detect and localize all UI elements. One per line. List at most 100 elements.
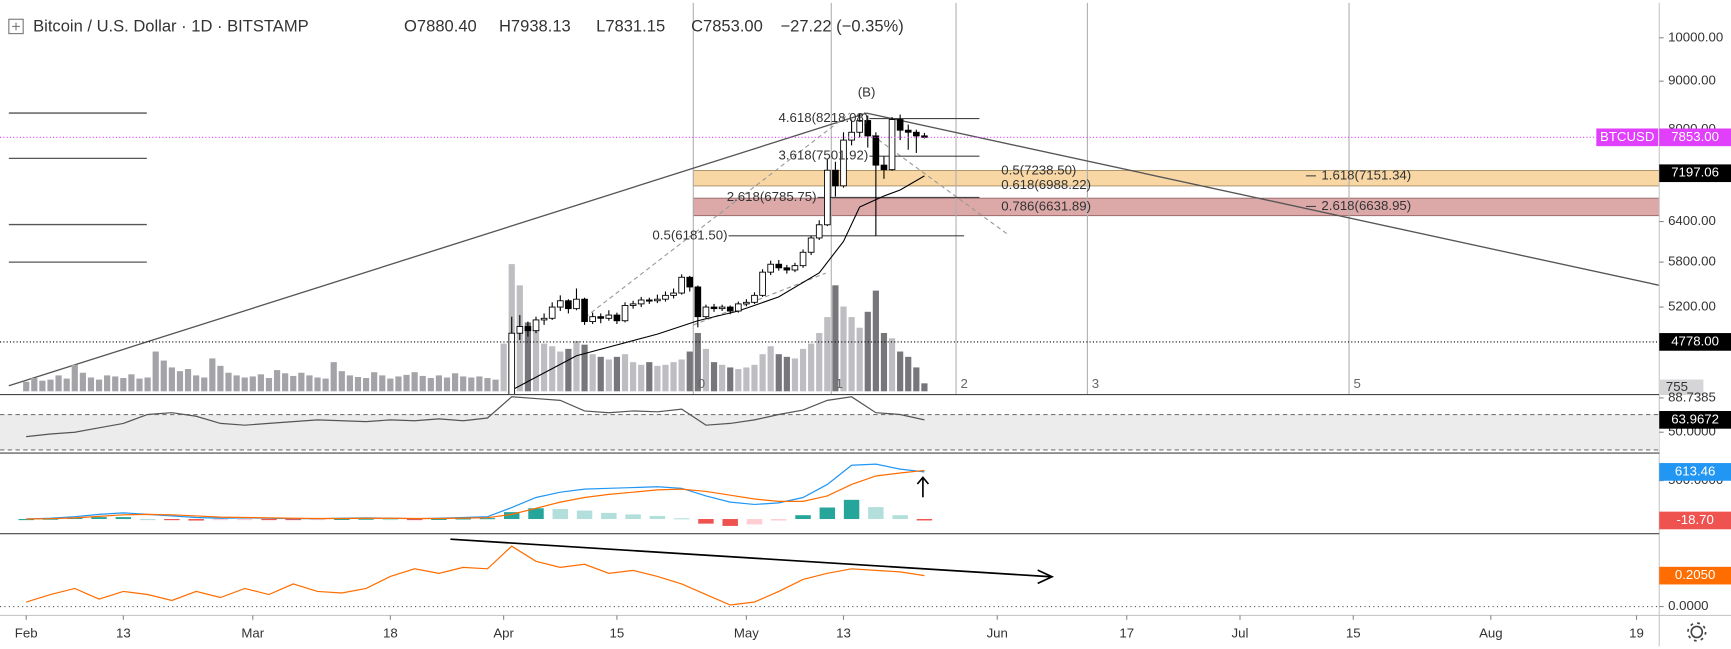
histogram-bar xyxy=(746,519,763,525)
volume-tick-label: 755 xyxy=(1666,379,1688,394)
y-tick-label: 10000.00 xyxy=(1668,29,1723,44)
volume-bar xyxy=(630,362,637,392)
candle-body xyxy=(799,251,807,267)
fib-label: 0.618(6988.22) xyxy=(1001,177,1091,192)
candle-body xyxy=(556,300,564,308)
candle-body xyxy=(589,316,596,323)
volume-bar xyxy=(613,356,621,392)
candle-body xyxy=(775,263,783,269)
candle-body xyxy=(726,306,734,312)
volume-bar xyxy=(201,377,208,392)
candle-body xyxy=(613,314,621,322)
volume-bar xyxy=(39,380,46,392)
histogram-bar xyxy=(334,518,350,520)
last-value-label xyxy=(1659,411,1731,429)
volume-bar xyxy=(346,375,353,392)
volume-bar xyxy=(872,290,879,392)
volume-bar xyxy=(702,348,710,392)
volume-bar xyxy=(638,364,645,392)
volume-label-box xyxy=(1659,379,1704,396)
volume-bar xyxy=(888,338,896,392)
volume-bar xyxy=(476,376,483,392)
candle-body xyxy=(904,129,912,133)
trend-lines xyxy=(8,112,1660,387)
volume-bar xyxy=(816,333,823,392)
volume-bar xyxy=(573,340,580,392)
candle-body xyxy=(670,292,677,296)
histogram-bar xyxy=(236,519,253,521)
volume-bar xyxy=(824,317,831,392)
indicator-line xyxy=(25,545,925,606)
volume-bar xyxy=(743,367,750,392)
volume-bar xyxy=(646,362,653,392)
fib-label: 3.618(7501.92) xyxy=(779,148,869,163)
x-tick-label: 17 xyxy=(1119,626,1134,641)
settings-icon[interactable] xyxy=(1687,622,1707,642)
volume-bar xyxy=(257,374,264,392)
last-value-label xyxy=(1659,566,1731,585)
candle-body xyxy=(532,319,540,332)
volume-bar xyxy=(662,364,669,392)
fib-label: 4.618(8218.08) xyxy=(779,110,869,125)
volume-bar xyxy=(557,351,564,392)
macd-label-text: 613.46 xyxy=(1675,463,1715,478)
volume-bar xyxy=(168,367,175,392)
volume-bar xyxy=(282,373,289,392)
fib-label: 2.618(6785.75) xyxy=(727,189,817,204)
x-tick-label: Mar xyxy=(241,626,264,641)
x-tick-label: Jul xyxy=(1232,626,1249,641)
x-tick-label: 15 xyxy=(1346,626,1361,641)
fib-label: 2.618(6638.95) xyxy=(1321,198,1411,213)
collapse-icon[interactable] xyxy=(8,18,24,35)
histogram-bar xyxy=(188,519,204,521)
candle-body xyxy=(864,120,872,137)
volume-bar xyxy=(31,378,38,392)
candle-body xyxy=(710,306,718,310)
volume-bar xyxy=(273,370,281,392)
volume-bar xyxy=(864,311,871,392)
volume-bar xyxy=(759,354,766,392)
histogram-bar xyxy=(382,519,399,521)
volume-bar xyxy=(524,322,532,392)
candle-body xyxy=(621,305,629,322)
time-fib-label: 3 xyxy=(1092,376,1099,391)
settings-icon[interactable] xyxy=(1690,625,1704,639)
volume-bar xyxy=(152,351,159,392)
candle-body xyxy=(597,316,605,319)
y-tick-label: 0.0000 xyxy=(1668,598,1708,613)
volume-bar xyxy=(848,317,855,392)
histogram-bar xyxy=(479,518,496,520)
candle-body xyxy=(767,263,774,273)
time-fib-lines xyxy=(692,2,1350,395)
volume-bar xyxy=(290,375,297,392)
ohlc-high: H7938.13 xyxy=(499,16,571,35)
histogram-label xyxy=(1659,511,1731,530)
candle-body xyxy=(824,169,831,226)
histogram-bar xyxy=(164,519,180,521)
volume-bar xyxy=(856,327,863,392)
volume-bar xyxy=(87,377,95,392)
candle-body xyxy=(759,271,766,296)
volume-bar xyxy=(249,376,256,392)
candle-body xyxy=(573,298,580,310)
histogram-bar xyxy=(722,519,738,526)
volume-bar xyxy=(395,376,402,392)
volume-bar xyxy=(541,343,548,392)
candle-body xyxy=(856,120,863,133)
volume-bar xyxy=(832,285,839,392)
volume-bar xyxy=(184,369,192,392)
settings-icon[interactable] xyxy=(1687,622,1707,642)
volume-bar xyxy=(411,372,418,392)
volume-bar xyxy=(23,381,30,392)
volume-bar xyxy=(71,364,78,392)
histogram-bar xyxy=(771,519,787,521)
symbol-title: Bitcoin / U.S. Dollar · 1D · BITSTAMP xyxy=(33,16,309,35)
signal-line xyxy=(26,469,925,520)
volume-bar xyxy=(322,378,329,392)
histogram-bar xyxy=(892,515,908,520)
candle-body xyxy=(848,131,855,141)
volume-bar xyxy=(209,358,216,392)
volume-bar xyxy=(532,327,540,392)
volume-bar xyxy=(460,376,467,392)
